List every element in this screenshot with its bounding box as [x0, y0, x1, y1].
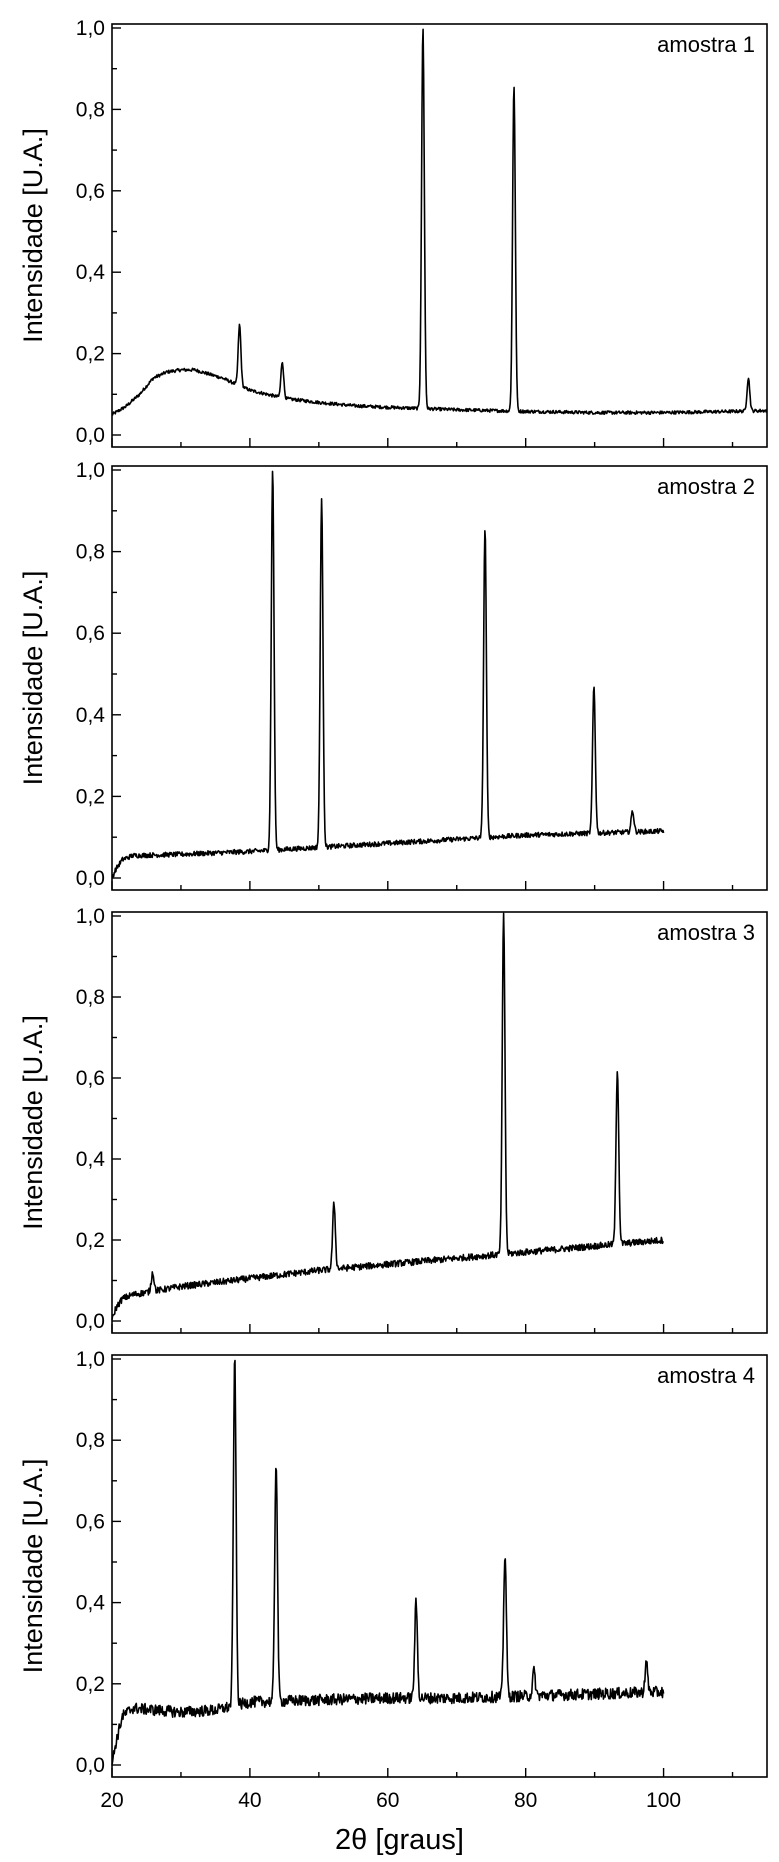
panel-label: amostra 1	[657, 32, 755, 57]
x-axis-title: 2θ [graus]	[335, 1824, 464, 1856]
diffraction-trace	[111, 912, 664, 1320]
y-tick-label: 0,2	[76, 343, 105, 366]
y-tick-label: 0,2	[76, 1673, 105, 1696]
x-tick-label: 40	[238, 1789, 261, 1812]
y-tick-label: 1,0	[76, 459, 105, 482]
y-axis-title: Intensidade [U.A.]	[18, 1459, 48, 1674]
y-axis-title: Intensidade [U.A.]	[18, 1015, 48, 1230]
y-tick-label: 0,0	[76, 1754, 105, 1777]
plot-frame	[111, 465, 768, 891]
y-tick-label: 1,0	[76, 1348, 105, 1371]
panel-amostra-2: 0,0 0,2 0,4 0,6 0,8 1,0 Intensidade [U.A.] amos…	[18, 459, 768, 891]
plot-frame	[111, 1354, 768, 1778]
y-tick-label: 0,6	[76, 622, 105, 645]
x-tick-label: 60	[376, 1789, 399, 1812]
panel-label: amostra 2	[657, 474, 755, 499]
y-tick-label: 1,0	[76, 905, 105, 928]
y-tick-label: 0,8	[76, 1429, 105, 1452]
diffraction-trace	[111, 28, 768, 416]
panel-label: amostra 4	[657, 1363, 755, 1388]
y-tick-label: 0,8	[76, 986, 105, 1009]
panel-amostra-3: 0,0 0,2 0,4 0,6 0,8 1,0 Intensidade [U.A.] amos…	[18, 905, 768, 1334]
y-tick-label: 0,0	[76, 867, 105, 890]
plot-frame	[111, 911, 768, 1334]
y-tick-label: 0,8	[76, 541, 105, 564]
y-tick-label: 0,2	[76, 785, 105, 808]
y-axis-title: Intensidade [U.A.]	[18, 128, 48, 343]
y-tick-label: 0,0	[76, 424, 105, 447]
y-tick-label: 0,0	[76, 1310, 105, 1333]
y-tick-label: 0,4	[76, 1592, 106, 1615]
x-tick-label: 80	[514, 1789, 537, 1812]
diffraction-trace	[111, 470, 665, 879]
y-tick-label: 0,8	[76, 98, 105, 121]
panel-amostra-1: 0,0 0,2 0,4 0,6 0,8 1,0 Intensidade [U.A.] amos…	[18, 17, 768, 448]
y-tick-label: 0,4	[76, 261, 106, 284]
y-axis-title: Intensidade [U.A.]	[18, 571, 48, 786]
panel-amostra-4: 0,0 0,2 0,4 0,6 0,8 1,0 Intensidade [U.A.] amos…	[18, 1348, 768, 1778]
panel-label: amostra 3	[657, 920, 755, 945]
y-tick-label: 1,0	[76, 17, 105, 40]
y-tick-label: 0,4	[76, 704, 106, 727]
diffraction-trace	[111, 1359, 665, 1766]
plot-frame	[111, 23, 768, 448]
y-tick-label: 0,6	[76, 180, 105, 203]
x-tick-label: 100	[646, 1789, 681, 1812]
y-tick-label: 0,6	[76, 1067, 105, 1090]
y-tick-label: 0,4	[76, 1148, 106, 1171]
y-tick-label: 0,6	[76, 1510, 105, 1533]
x-tick-label: 20	[100, 1789, 123, 1812]
x-axis: 20 40 60 80 100	[100, 1789, 681, 1812]
y-tick-label: 0,2	[76, 1229, 105, 1252]
